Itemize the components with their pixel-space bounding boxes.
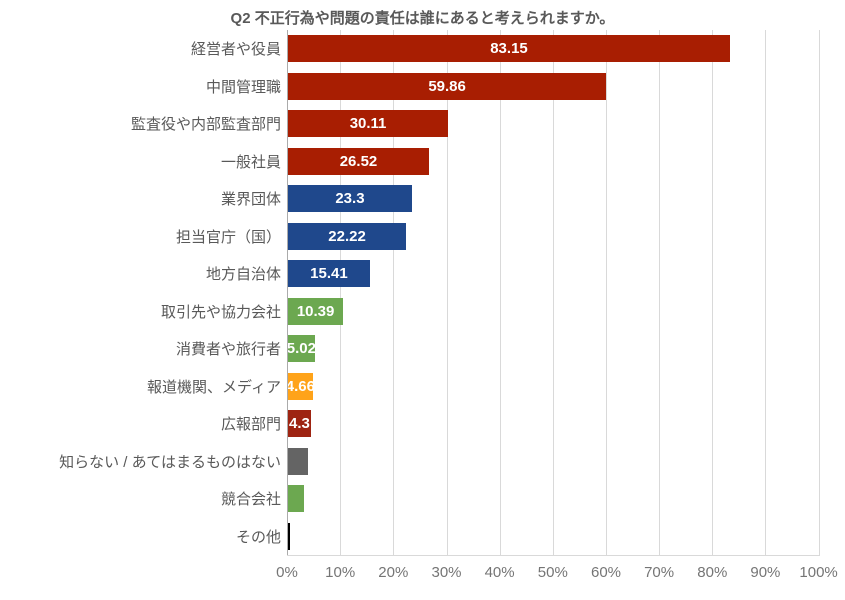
bar: 30.11 bbox=[288, 110, 449, 138]
bar: 22.22 bbox=[288, 222, 407, 250]
bar bbox=[288, 522, 291, 550]
category-label: 地方自治体 bbox=[205, 266, 281, 284]
category-label: 一般社員 bbox=[220, 153, 281, 171]
bar-value-label: 4.66 bbox=[288, 377, 313, 395]
gridline bbox=[446, 30, 448, 555]
bar: 4.3 bbox=[288, 410, 311, 438]
bar: 26.52 bbox=[288, 147, 429, 175]
x-tick-label: 50% bbox=[537, 564, 568, 581]
bar-value-label: 5.02 bbox=[288, 340, 315, 358]
bar: 15.41 bbox=[288, 260, 370, 288]
category-label: 業界団体 bbox=[220, 191, 281, 209]
bar: 5.02 bbox=[288, 335, 315, 363]
category-label: 知らない / あてはまるものはない bbox=[59, 453, 281, 471]
category-label: 担当官庁（国） bbox=[175, 228, 281, 246]
gridline bbox=[393, 30, 395, 555]
x-tick-label: 0% bbox=[276, 564, 298, 581]
x-tick-label: 40% bbox=[484, 564, 515, 581]
bar: 4.66 bbox=[288, 372, 313, 400]
bar-value-label: 4.3 bbox=[289, 415, 310, 433]
bar: 23.3 bbox=[288, 185, 412, 213]
bar-value-label: 26.52 bbox=[339, 152, 378, 170]
chart-title: Q2 不正行為や問題の責任は誰にあると考えられますか。 bbox=[230, 10, 615, 27]
x-tick-label: 60% bbox=[590, 564, 622, 581]
bar: 10.39 bbox=[288, 297, 344, 325]
gridline bbox=[659, 30, 661, 555]
category-label: 広報部門 bbox=[220, 416, 281, 434]
x-tick-label: 70% bbox=[644, 564, 675, 581]
y-axis-line bbox=[287, 30, 288, 555]
x-tick-label: 30% bbox=[431, 564, 462, 581]
bar-value-label: 23.3 bbox=[335, 190, 365, 208]
gridline bbox=[765, 30, 767, 555]
x-axis-line bbox=[287, 555, 820, 556]
gridline bbox=[606, 30, 607, 555]
gridline bbox=[552, 30, 554, 555]
bar: 59.86 bbox=[288, 72, 607, 100]
gridline bbox=[340, 30, 342, 555]
category-label: 経営者や役員 bbox=[190, 41, 281, 59]
bar-value-label: 83.15 bbox=[490, 40, 528, 58]
bar-value-label: 30.11 bbox=[349, 115, 387, 133]
bar-value-label: 22.22 bbox=[328, 227, 366, 245]
category-label: 監査役や内部監査部門 bbox=[130, 116, 281, 134]
category-label: 取引先や協力会社 bbox=[160, 303, 281, 321]
bar-value-label: 15.41 bbox=[310, 265, 348, 283]
category-label: 報道機関、メディア bbox=[147, 378, 281, 396]
gridline bbox=[499, 30, 501, 555]
bar bbox=[288, 485, 304, 513]
bar-value-label: 10.39 bbox=[296, 302, 335, 320]
category-label: その他 bbox=[235, 528, 281, 546]
category-label: 消費者や旅行者 bbox=[175, 341, 281, 359]
gridline bbox=[712, 30, 714, 555]
x-tick-label: 100% bbox=[799, 564, 838, 581]
x-tick-label: 20% bbox=[378, 564, 409, 581]
bar-value-label: 59.86 bbox=[428, 77, 466, 95]
category-label: 競合会社 bbox=[220, 491, 281, 509]
x-tick-label: 80% bbox=[697, 564, 728, 581]
bar bbox=[288, 447, 309, 475]
gridline bbox=[818, 30, 820, 555]
bar: 83.15 bbox=[288, 35, 730, 63]
category-label: 中間管理職 bbox=[205, 78, 281, 96]
x-tick-label: 90% bbox=[750, 564, 781, 581]
x-tick-label: 10% bbox=[325, 564, 356, 581]
